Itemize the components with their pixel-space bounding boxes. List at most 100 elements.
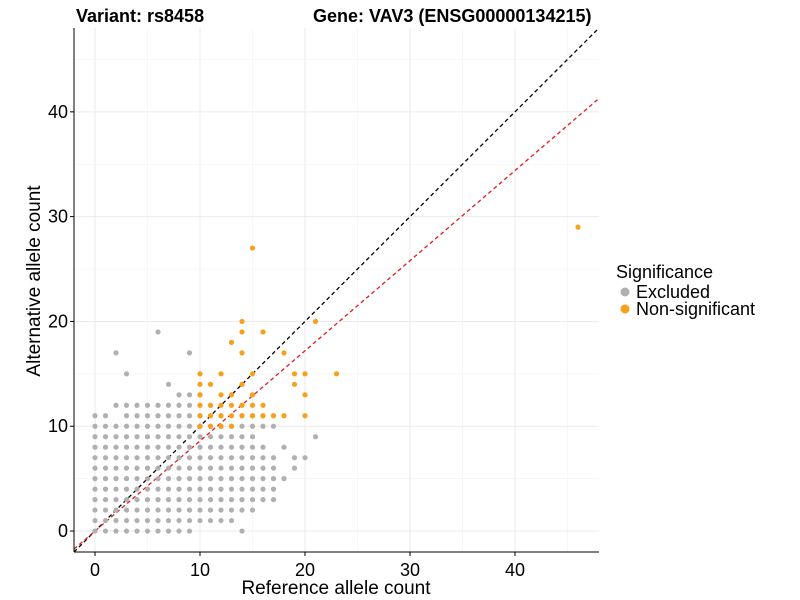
point-non-significant: [239, 402, 245, 408]
point-excluded: [92, 528, 98, 534]
point-non-significant: [197, 413, 203, 419]
point-non-significant: [228, 402, 235, 408]
point-excluded: [165, 507, 172, 513]
point-excluded: [176, 392, 182, 398]
point-excluded: [102, 517, 109, 524]
point-excluded: [165, 381, 172, 387]
point-excluded: [207, 444, 214, 450]
point-excluded: [239, 455, 245, 461]
point-excluded: [134, 413, 140, 419]
point-excluded: [123, 517, 130, 524]
point-excluded: [207, 455, 214, 461]
point-excluded: [102, 497, 109, 503]
point-non-significant: [239, 329, 245, 335]
point-excluded: [197, 434, 203, 440]
point-excluded: [218, 476, 224, 482]
x-tick-label: 20: [295, 560, 315, 580]
point-non-significant: [260, 329, 266, 335]
point-excluded: [239, 497, 245, 503]
point-excluded: [260, 465, 266, 471]
point-excluded: [123, 402, 130, 408]
y-axis-ticks: 0 10 20 30 40: [48, 102, 74, 541]
point-excluded: [207, 434, 214, 440]
point-excluded: [144, 507, 151, 513]
point-excluded: [176, 528, 182, 534]
point-non-significant: [575, 224, 581, 230]
point-excluded: [155, 444, 161, 450]
point-excluded: [249, 423, 256, 429]
point-excluded: [155, 465, 161, 471]
point-excluded: [186, 476, 193, 482]
point-non-significant: [249, 371, 256, 377]
point-excluded: [239, 528, 245, 534]
point-excluded: [165, 465, 172, 471]
point-excluded: [155, 486, 161, 492]
point-non-significant: [207, 381, 214, 387]
point-excluded: [113, 402, 119, 408]
y-tick-label: 30: [48, 207, 68, 227]
y-tick-label: 10: [48, 416, 68, 436]
point-excluded: [249, 486, 256, 492]
point-excluded: [155, 434, 161, 440]
point-excluded: [134, 423, 140, 429]
point-excluded: [102, 465, 109, 471]
point-excluded: [228, 444, 235, 450]
point-non-significant: [333, 371, 340, 377]
point-non-significant: [239, 413, 245, 419]
point-excluded: [102, 455, 109, 461]
point-excluded: [176, 497, 182, 503]
point-non-significant: [197, 402, 203, 408]
point-excluded: [176, 476, 182, 482]
point-excluded: [92, 423, 98, 429]
point-excluded: [176, 413, 182, 419]
point-non-significant: [302, 371, 308, 377]
point-excluded: [218, 434, 224, 440]
point-non-significant: [249, 245, 256, 251]
point-excluded: [155, 423, 161, 429]
point-excluded: [218, 444, 224, 450]
x-tick-label: 10: [190, 560, 210, 580]
point-excluded: [312, 434, 319, 440]
point-excluded: [155, 413, 161, 419]
point-excluded: [165, 476, 172, 482]
point-excluded: [155, 517, 161, 524]
point-excluded: [123, 486, 130, 492]
point-excluded: [123, 413, 130, 419]
x-axis-label: Reference allele count: [241, 578, 431, 599]
point-excluded: [113, 444, 119, 450]
point-excluded: [165, 486, 172, 492]
point-excluded: [228, 497, 235, 503]
point-excluded: [144, 497, 151, 503]
point-excluded: [270, 423, 277, 429]
point-excluded: [197, 476, 203, 482]
point-excluded: [144, 476, 151, 482]
point-excluded: [239, 465, 245, 471]
point-excluded: [155, 455, 161, 461]
point-excluded: [144, 455, 151, 461]
legend-label-excluded: Excluded: [636, 282, 710, 302]
point-excluded: [249, 476, 256, 482]
point-excluded: [249, 434, 256, 440]
point-non-significant: [207, 402, 214, 408]
point-excluded: [92, 476, 98, 482]
point-excluded: [207, 486, 214, 492]
point-excluded: [239, 434, 245, 440]
point-excluded: [186, 517, 193, 524]
point-excluded: [123, 371, 130, 377]
point-non-significant: [218, 392, 224, 398]
point-non-significant: [197, 381, 203, 387]
point-excluded: [92, 413, 98, 419]
point-excluded: [165, 434, 172, 440]
identity-line: [73, 27, 600, 553]
point-non-significant: [218, 371, 224, 377]
point-excluded: [249, 465, 256, 471]
point-non-significant: [207, 413, 214, 419]
point-non-significant: [228, 413, 235, 419]
point-excluded: [134, 528, 140, 534]
point-excluded: [165, 497, 172, 503]
point-non-significant: [228, 423, 235, 429]
point-excluded: [186, 392, 193, 398]
point-excluded: [270, 465, 277, 471]
point-excluded: [197, 507, 203, 513]
point-excluded: [113, 528, 119, 534]
